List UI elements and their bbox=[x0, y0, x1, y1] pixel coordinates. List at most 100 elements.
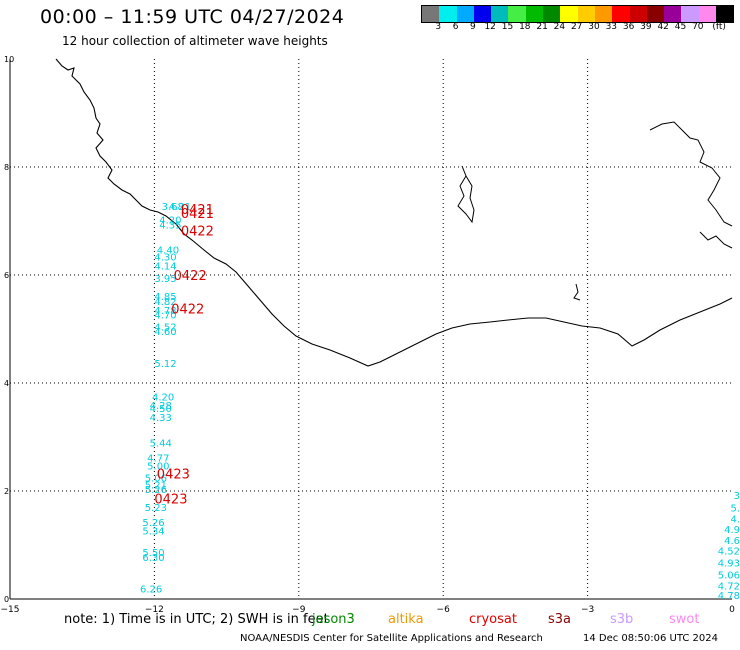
chart-title: 00:00 – 11:59 UTC 04/27/2024 bbox=[40, 6, 345, 28]
wave-height-value: 4.50 bbox=[150, 404, 172, 415]
color-scale-label: 36 bbox=[622, 22, 635, 32]
color-swatch bbox=[646, 6, 665, 22]
color-scale-label: (ft) bbox=[712, 22, 726, 32]
wave-height-value: 4.52 bbox=[718, 547, 740, 558]
color-scale-label: 39 bbox=[640, 22, 652, 32]
pass-time-label: 0421 bbox=[181, 203, 214, 218]
color-scale-label: 18 bbox=[519, 22, 531, 32]
wave-height-value: 4.72 bbox=[718, 581, 740, 592]
x-tick-label: 0 bbox=[729, 605, 735, 615]
color-swatch bbox=[439, 6, 457, 22]
wave-height-value: 5.44 bbox=[150, 439, 172, 450]
wave-height-value: 5.06 bbox=[145, 473, 167, 484]
wave-height-value: 4. bbox=[730, 514, 740, 525]
wave-height-value: 4.9 bbox=[724, 525, 740, 536]
color-scale-legend bbox=[421, 5, 735, 23]
pass-time-label: 0421 bbox=[181, 207, 214, 222]
pass-time-label: 0422 bbox=[181, 225, 214, 240]
wave-height-value: 6.30 bbox=[142, 553, 164, 564]
x-axis-ticks: −15 −12 −9 −6 −3 0 bbox=[1, 605, 736, 615]
color-scale-label: 3 bbox=[435, 22, 442, 32]
wave-height-value: 5.23 bbox=[145, 503, 167, 514]
wave-height-value: 5.21 bbox=[145, 480, 167, 491]
wave-height-value: 6.26 bbox=[140, 585, 162, 596]
color-scale-label: 15 bbox=[501, 22, 514, 32]
color-swatch bbox=[508, 6, 526, 22]
satellite-label-altika: altika bbox=[388, 612, 424, 627]
pass-time-label: 0423 bbox=[157, 468, 190, 483]
color-swatch bbox=[525, 6, 544, 22]
wave-height-value: 4.35 bbox=[159, 221, 181, 232]
coastline bbox=[55, 58, 733, 367]
wave-height-value: 3.95 bbox=[154, 274, 176, 285]
footer-agency: NOAA/NESDIS Center for Satellite Applica… bbox=[240, 633, 543, 644]
wave-height-value: 5.26 bbox=[145, 485, 167, 496]
wave-height-value: 4.52 bbox=[154, 323, 176, 334]
satellite-label-s3b: s3b bbox=[610, 612, 634, 627]
satellite-label-s3a: s3a bbox=[548, 612, 572, 627]
chart-subtitle: 12 hour collection of altimeter wave hei… bbox=[62, 34, 328, 48]
color-scale-label: 27 bbox=[570, 22, 583, 32]
color-scale-label: 42 bbox=[657, 22, 669, 32]
wave-height-value: 5.00 bbox=[147, 461, 169, 472]
wave-height-value: 4.20 bbox=[152, 392, 174, 403]
wave-height-value: 5.06 bbox=[718, 570, 740, 581]
y-tick-label: 2 bbox=[4, 487, 9, 496]
pass-time-label: 0423 bbox=[154, 493, 187, 508]
wave-height-value: 4.28 bbox=[150, 401, 172, 412]
wave-height-value: 5.34 bbox=[142, 527, 164, 538]
wave-height-value: 4.60 bbox=[154, 327, 176, 338]
wave-height-value: 4.30 bbox=[154, 252, 176, 263]
wave-height-value: 5.50 bbox=[142, 548, 164, 559]
color-swatch bbox=[664, 6, 682, 22]
footer-timestamp: 14 Dec 08:50:06 UTC 2024 bbox=[583, 633, 718, 644]
grid-lines bbox=[10, 59, 732, 599]
color-swatch bbox=[491, 6, 509, 22]
color-scale-label: 24 bbox=[553, 22, 566, 32]
x-tick-label: −12 bbox=[145, 605, 164, 615]
wave-height-value: 5. bbox=[730, 504, 740, 515]
color-swatch bbox=[473, 6, 492, 22]
color-swatch bbox=[629, 6, 647, 22]
color-scale-label: 21 bbox=[536, 22, 548, 32]
color-swatch bbox=[577, 6, 595, 22]
color-scale-label: 6 bbox=[452, 22, 459, 32]
color-swatch bbox=[681, 6, 699, 22]
wave-height-value: 4.20 bbox=[159, 216, 181, 227]
color-scale-label: 70 bbox=[692, 22, 704, 32]
wave-height-value: 4.70 bbox=[154, 311, 176, 322]
color-swatch bbox=[612, 6, 630, 22]
x-tick-label: −9 bbox=[292, 605, 306, 615]
color-swatch bbox=[698, 6, 717, 22]
x-tick-label: −3 bbox=[581, 605, 594, 615]
color-scale-label: 12 bbox=[484, 22, 496, 32]
y-tick-label: 10 bbox=[4, 55, 14, 64]
wave-height-value: 3.68 bbox=[162, 202, 184, 213]
satellite-label-swot: swot bbox=[669, 612, 700, 627]
color-swatch bbox=[560, 6, 578, 22]
inlet-outline bbox=[573, 283, 581, 301]
wave-height-value: 4.77 bbox=[147, 453, 169, 464]
color-scale-label: 30 bbox=[588, 22, 600, 32]
pass-time-label: 0422 bbox=[171, 302, 204, 317]
satellite-label-jason3: jason3 bbox=[312, 612, 355, 627]
color-scale-label: 33 bbox=[605, 22, 618, 32]
wave-height-value: 4.40 bbox=[157, 245, 179, 256]
y-tick-label: 8 bbox=[4, 163, 9, 172]
wave-height-value: 4.78 bbox=[154, 306, 176, 317]
satellite-label-cryosat: cryosat bbox=[469, 612, 517, 627]
y-tick-label: 4 bbox=[4, 379, 9, 388]
map-frame bbox=[9, 59, 732, 600]
color-swatch bbox=[716, 6, 734, 22]
note-text: note: 1) Time is in UTC; 2) SWH is in fe… bbox=[64, 612, 329, 627]
river-outline-north bbox=[649, 121, 733, 227]
y-axis-ticks: 0 2 4 6 8 10 bbox=[4, 55, 14, 604]
river-outline-east bbox=[699, 231, 733, 249]
wave-height-value: 4.14 bbox=[154, 262, 176, 273]
x-tick-label: −15 bbox=[1, 605, 20, 615]
altimeter-tracks: 3.684.214.204.354.404.304.143.954.854.82… bbox=[140, 202, 740, 602]
wave-height-value: 4.85 bbox=[154, 292, 176, 303]
wave-height-value: 4.33 bbox=[150, 413, 172, 424]
wave-height-value: 5.12 bbox=[154, 359, 176, 370]
